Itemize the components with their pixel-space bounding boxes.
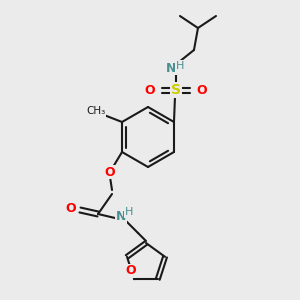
Text: H: H (176, 61, 184, 71)
Text: N: N (116, 211, 126, 224)
Text: O: O (105, 166, 115, 178)
Text: N: N (166, 61, 176, 74)
Text: H: H (125, 207, 133, 217)
Text: O: O (66, 202, 76, 215)
Text: CH₃: CH₃ (86, 106, 106, 116)
Text: S: S (171, 83, 181, 97)
Text: O: O (145, 83, 155, 97)
Text: O: O (125, 265, 136, 278)
Text: O: O (197, 83, 207, 97)
